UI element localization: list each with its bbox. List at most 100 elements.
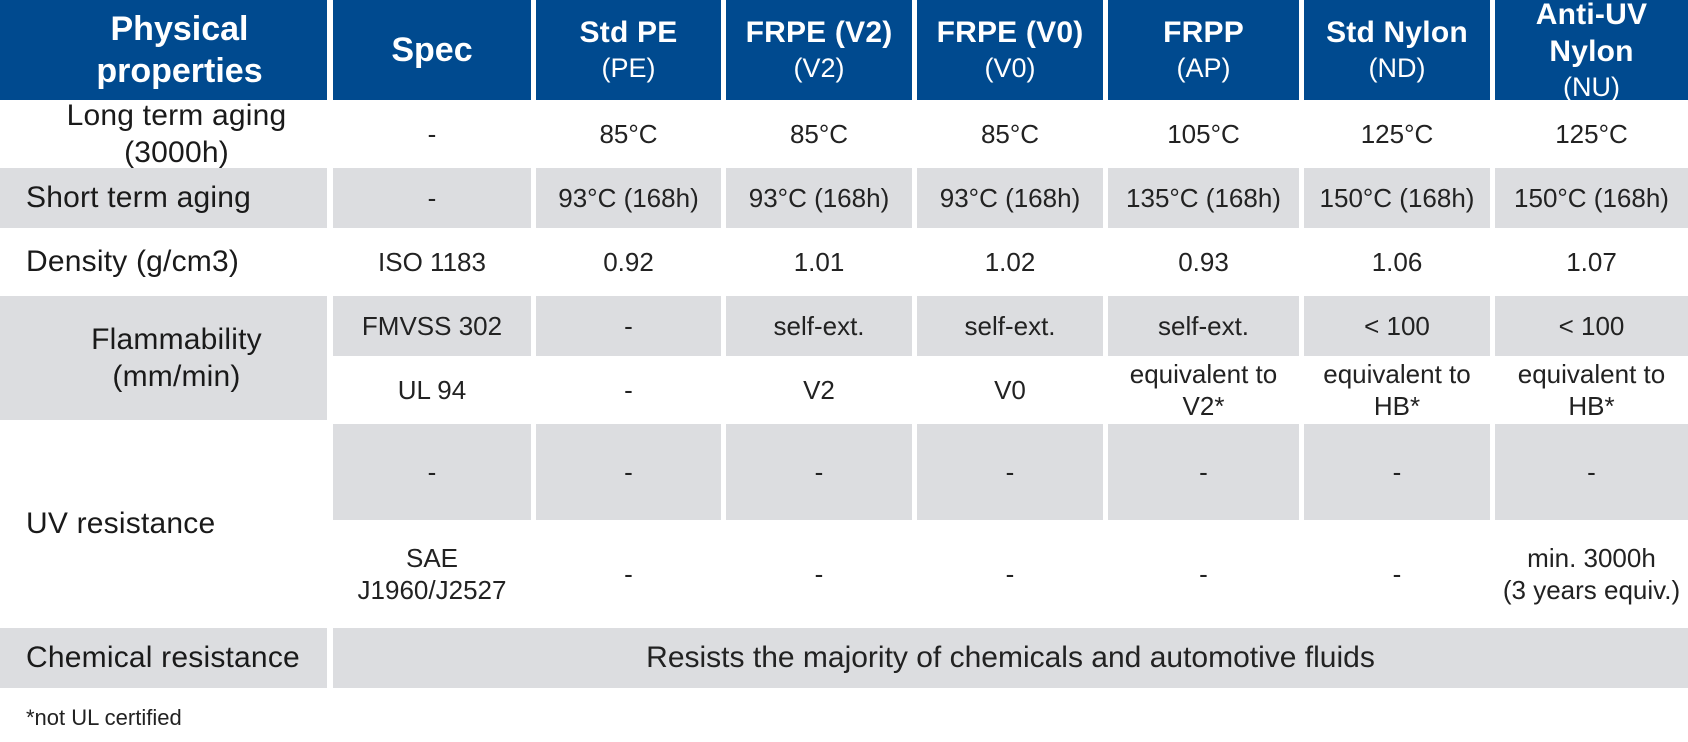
cell-value: - xyxy=(1392,456,1402,487)
cell-value: V2 xyxy=(803,374,835,405)
cell-value: 125°C xyxy=(1360,118,1434,149)
row-spec-value: - xyxy=(427,182,437,213)
row-value: self-ext. xyxy=(1108,296,1299,356)
row-value: - xyxy=(536,360,721,420)
cell-value: 125°C xyxy=(1555,118,1628,149)
cell-value: 105°C xyxy=(1167,118,1240,149)
cell-value: - xyxy=(1199,558,1208,589)
row-label: Short term aging xyxy=(0,168,327,228)
row-property: Chemical resistance xyxy=(26,641,300,675)
cell-value: - xyxy=(814,456,824,487)
header-column-code: (V2) xyxy=(793,52,845,83)
merged-text: Resists the majority of chemicals and au… xyxy=(646,641,1375,675)
cell-value-extra: (3 years equiv.) xyxy=(1502,575,1681,605)
row-spec-value: - xyxy=(427,118,437,149)
row-value: 85°C xyxy=(536,104,721,164)
row-value: - xyxy=(726,424,912,520)
cell-value: 0.92 xyxy=(603,246,654,277)
header-column-name: FRPP xyxy=(1163,16,1244,50)
row-value: - xyxy=(917,524,1103,624)
cell-value: 85°C xyxy=(980,118,1040,149)
header-column-name: FRPE (V0) xyxy=(936,16,1084,50)
cell-value: - xyxy=(624,310,633,341)
cell-value: 150°C (168h) xyxy=(1319,182,1475,213)
cell-value: 93°C (168h) xyxy=(939,182,1081,213)
cell-value: - xyxy=(1005,558,1015,589)
row-spec: - xyxy=(333,168,531,228)
row-value: - xyxy=(1108,524,1299,624)
row-spec-value: ISO 1183 xyxy=(378,246,486,277)
cell-value: self-ext. xyxy=(773,310,865,341)
row-value: equivalent to HB* xyxy=(1495,358,1688,422)
cell-value: equivalent to HB* xyxy=(1517,358,1666,422)
cell-value: equivalent to HB* xyxy=(1323,358,1471,422)
header-column-name: FRPE (V2) xyxy=(745,16,893,50)
row-property: Long term aging (3000h) xyxy=(66,98,287,170)
row-value: - xyxy=(1108,424,1299,520)
cell-value: - xyxy=(1587,456,1596,487)
row-value: 93°C (168h) xyxy=(917,168,1103,228)
header-column-name: Std PE xyxy=(579,16,678,50)
row-value: 150°C (168h) xyxy=(1304,168,1490,228)
row-value: 93°C (168h) xyxy=(726,168,912,228)
row-spec: ISO 1183 xyxy=(333,232,531,292)
cell-value: min. 3000h xyxy=(1527,542,1656,573)
header-column: FRPE (V2) (V2) xyxy=(726,0,912,100)
row-value: 1.07 xyxy=(1495,232,1688,292)
cell-value: 85°C xyxy=(599,118,658,149)
header-column-name: Std Nylon xyxy=(1326,16,1468,50)
row-label: Density (g/cm3) xyxy=(0,232,327,292)
cell-value: - xyxy=(1199,456,1208,487)
header-property-label: Physical properties xyxy=(96,9,263,91)
row-value: min. 3000h (3 years equiv.) xyxy=(1495,524,1688,624)
row-value: 125°C xyxy=(1304,104,1490,164)
cell-value: 93°C (168h) xyxy=(748,182,890,213)
header-column-code: (PE) xyxy=(601,52,656,83)
row-value: - xyxy=(726,524,912,624)
cell-value: - xyxy=(1005,456,1015,487)
row-value: < 100 xyxy=(1495,296,1688,356)
cell-value: 150°C (168h) xyxy=(1514,182,1669,213)
row-value: 105°C xyxy=(1108,104,1299,164)
header-column: Std PE (PE) xyxy=(536,0,721,100)
row-value: - xyxy=(1495,424,1688,520)
cell-value: < 100 xyxy=(1364,310,1430,341)
row-label-chemical: Chemical resistance xyxy=(0,628,327,688)
row-spec-value: - xyxy=(427,456,437,487)
row-spec-value: FMVSS 302 xyxy=(361,310,503,341)
cell-value: 1.07 xyxy=(1566,246,1617,277)
row-value: 150°C (168h) xyxy=(1495,168,1688,228)
row-value: 85°C xyxy=(726,104,912,164)
row-spec-value: SAE J1960/J2527 xyxy=(357,542,507,606)
row-value: < 100 xyxy=(1304,296,1490,356)
cell-value: - xyxy=(624,456,633,487)
row-value: 93°C (168h) xyxy=(536,168,721,228)
row-value: - xyxy=(536,524,721,624)
header-physical-properties: Physical properties xyxy=(0,0,327,100)
cell-value: < 100 xyxy=(1558,310,1625,341)
header-spec-label: Spec xyxy=(391,30,473,69)
row-value: self-ext. xyxy=(917,296,1103,356)
row-value: V0 xyxy=(917,360,1103,420)
row-value: 135°C (168h) xyxy=(1108,168,1299,228)
row-value: 1.02 xyxy=(917,232,1103,292)
cell-value: self-ext. xyxy=(964,310,1056,341)
cell-value: 1.02 xyxy=(984,246,1036,277)
row-value: - xyxy=(536,424,721,520)
row-spec: FMVSS 302 xyxy=(333,296,531,356)
row-value: 125°C xyxy=(1495,104,1688,164)
row-label: Long term aging (3000h) xyxy=(0,99,327,169)
header-column-code: (NU) xyxy=(1563,71,1620,102)
row-merged-value: Resists the majority of chemicals and au… xyxy=(333,628,1688,688)
cell-value: 1.01 xyxy=(793,246,845,277)
row-property: Short term aging xyxy=(26,181,251,215)
row-spec: SAE J1960/J2527 xyxy=(333,524,531,624)
header-column-code: (ND) xyxy=(1368,52,1426,83)
row-value: 1.01 xyxy=(726,232,912,292)
row-value: 85°C xyxy=(917,104,1103,164)
row-value: - xyxy=(1304,424,1490,520)
row-property: Density (g/cm3) xyxy=(26,245,240,279)
cell-value: - xyxy=(624,558,633,589)
row-value: 1.06 xyxy=(1304,232,1490,292)
